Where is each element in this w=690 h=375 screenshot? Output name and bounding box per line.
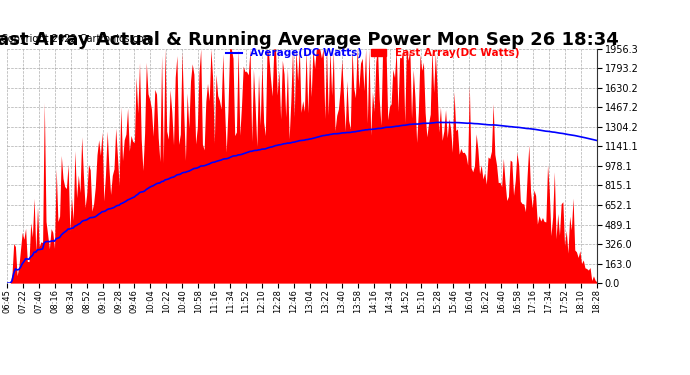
Title: East Array Actual & Running Average Power Mon Sep 26 18:34: East Array Actual & Running Average Powe… [0,31,619,49]
Text: Copyright 2022 Cartronics.com: Copyright 2022 Cartronics.com [1,34,153,44]
Legend: Average(DC Watts), East Array(DC Watts): Average(DC Watts), East Array(DC Watts) [222,44,523,62]
